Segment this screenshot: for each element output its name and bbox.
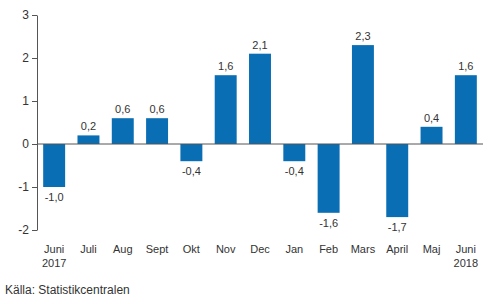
y-tick: 3: [22, 8, 37, 22]
y-tick-label: 0: [22, 137, 29, 151]
x-tick-label: Nov: [216, 243, 236, 255]
bar: [421, 127, 443, 144]
y-tick-label: 2: [22, 51, 29, 65]
x-tick-label: Juli: [80, 243, 97, 255]
y-tick: -1: [18, 180, 37, 194]
y-tick-label: -1: [18, 180, 29, 194]
x-tick-label: Jan: [285, 243, 303, 255]
x-tick-label: April: [386, 243, 408, 255]
data-label: 2,3: [355, 30, 370, 42]
data-label: -1,6: [319, 217, 338, 229]
bar: [455, 75, 477, 144]
bar: [43, 144, 65, 187]
y-tick-label: 1: [22, 94, 29, 108]
x-tick-label: Okt: [183, 243, 200, 255]
data-label: 1,6: [458, 60, 473, 72]
data-label: 0,6: [149, 103, 164, 115]
bar: [352, 45, 374, 144]
data-label: 0,4: [424, 112, 439, 124]
bar: [386, 144, 408, 217]
y-tick-label: 3: [22, 8, 29, 22]
y-tick: 2: [22, 51, 37, 65]
bar: [112, 118, 134, 144]
source: Källa: Statistikcentralen: [5, 283, 130, 297]
data-labels: -1,0 0,2 0,6 0,6 -0,4 1,6 2,1 -0,4 -1,6 2,3 -1,7 0,…: [45, 30, 474, 233]
data-label: -1,0: [45, 191, 64, 203]
x-tick-label: Aug: [113, 243, 133, 255]
x-tick-label: Feb: [319, 243, 338, 255]
y-tick-mark: [32, 187, 37, 188]
bar: [318, 144, 340, 213]
data-label: -0,4: [182, 165, 201, 177]
y-axis-line: [37, 16, 38, 231]
x-axis: Juni2017 Juli Aug Sept Okt Nov Dec Jan Feb Mars Ap…: [42, 243, 478, 269]
data-label: -0,4: [285, 165, 304, 177]
y-tick-mark: [32, 15, 37, 16]
bar: [283, 144, 305, 161]
bar: [180, 144, 202, 161]
data-label: 1,6: [218, 60, 233, 72]
data-label: 2,1: [252, 39, 267, 51]
bar: [215, 75, 237, 144]
x-tick-label: Mars: [351, 243, 376, 255]
data-label: -1,7: [388, 221, 407, 233]
x-tick-label: Sept: [146, 243, 169, 255]
zero-line: [37, 144, 483, 145]
chart: -2 -1 0 1 2 3 Juni2017 Juli Aug Sept Okt Nov Dec Jan F…: [0, 0, 493, 304]
y-tick-label: -2: [18, 223, 29, 237]
data-label: 0,2: [81, 120, 96, 132]
plot: -2 -1 0 1 2 3 Juni2017 Juli Aug Sept Okt Nov Dec Jan F…: [18, 8, 483, 269]
y-tick: 1: [22, 94, 37, 108]
y-axis: -2 -1 0 1 2 3: [18, 8, 37, 237]
bar: [146, 118, 168, 144]
data-label: 0,6: [115, 103, 130, 115]
y-tick-mark: [32, 58, 37, 59]
y-tick: -2: [18, 223, 37, 237]
bar: [249, 54, 271, 144]
y-tick: 0: [22, 137, 37, 151]
x-tick-label: Maj: [423, 243, 441, 255]
bar: [77, 135, 99, 144]
x-tick-label: Juni2017: [42, 243, 66, 269]
bars: [43, 45, 477, 217]
y-tick-mark: [32, 101, 37, 102]
x-tick-label: Dec: [250, 243, 270, 255]
x-tick-label: Juni2018: [454, 243, 478, 269]
y-tick-mark: [32, 144, 37, 145]
y-tick-mark: [32, 230, 37, 231]
